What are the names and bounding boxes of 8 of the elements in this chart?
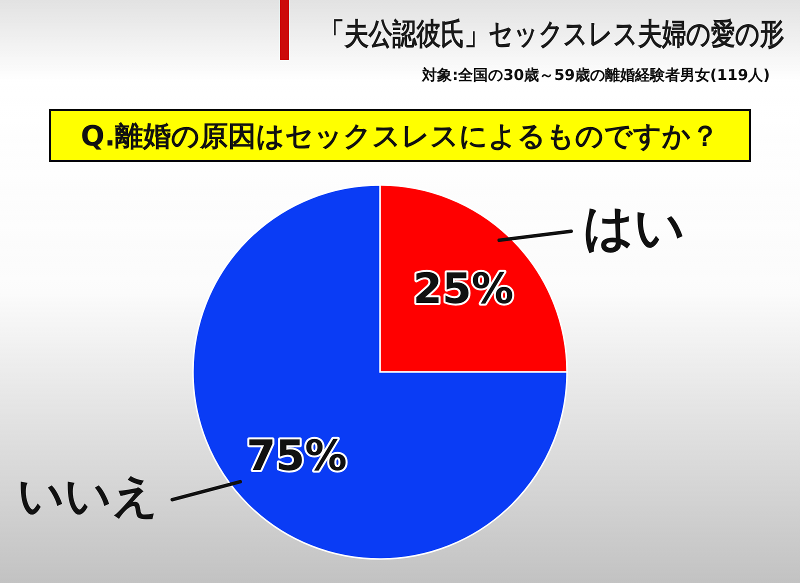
data-label: 25% — [413, 264, 514, 314]
text: 対象:全国の30歳～59歳の離婚経験者男女(119人) — [421, 66, 770, 84]
data-label: 75% — [246, 430, 347, 480]
slice-label: はい — [583, 198, 686, 256]
chart-subtitle: Q.離婚の原因はセックスレスによるものですか？ — [80, 120, 720, 152]
slice-label: いいえ — [17, 468, 158, 523]
chart-title: 「夫公認彼氏」セックスレス夫婦の愛の形 — [320, 18, 784, 52]
pie-slice — [192, 184, 568, 560]
